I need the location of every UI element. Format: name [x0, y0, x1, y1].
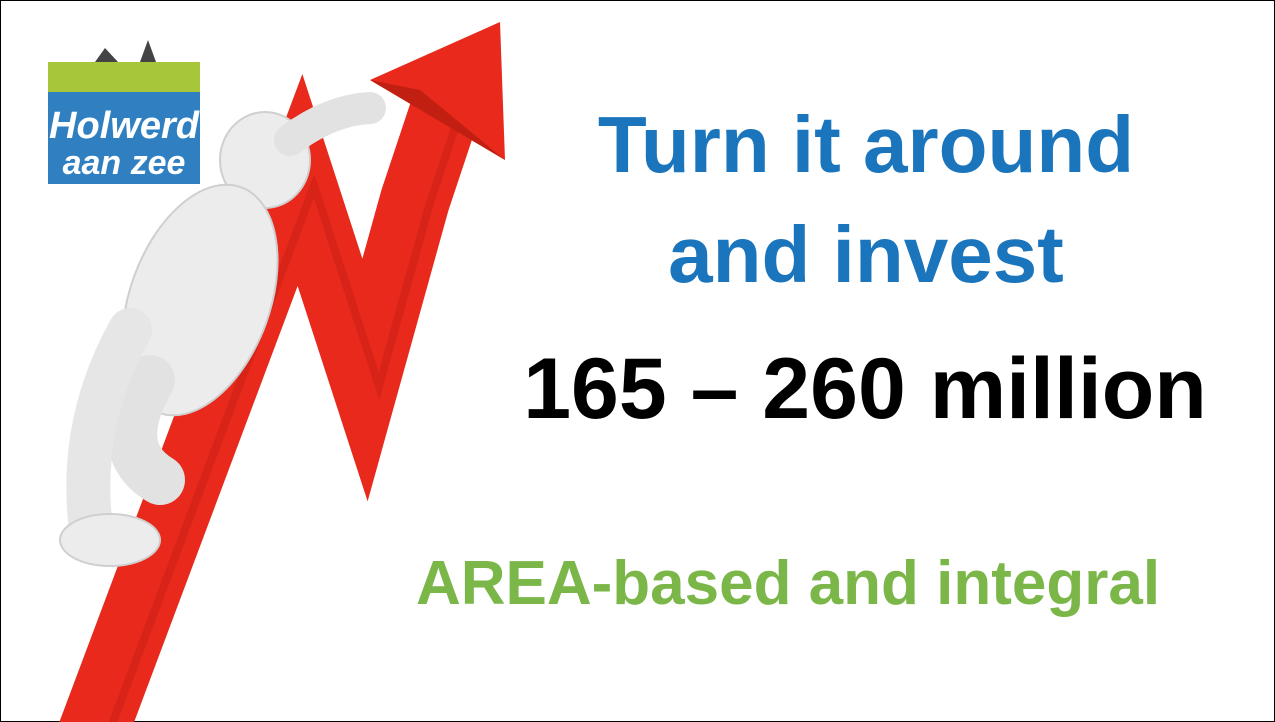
- logo-skyline: [95, 40, 156, 62]
- figure-leg-upper: [107, 355, 185, 505]
- headline-line: Turn it around: [598, 100, 1134, 189]
- logo: Holwerd aan zee: [48, 40, 200, 184]
- tagline: AREA-based and integral: [416, 549, 1160, 618]
- figure-arm: [274, 92, 386, 156]
- headline-line: and invest: [668, 210, 1064, 299]
- logo-line1: Holwerd: [49, 105, 200, 147]
- logo-water: [48, 92, 200, 184]
- logo-line2: aan zee: [63, 144, 186, 182]
- logo-land: [48, 62, 200, 92]
- arrow-shade: [108, 114, 463, 722]
- arrow-head-shade: [370, 80, 505, 160]
- figure-illustration: [59, 92, 386, 567]
- amount: 165 – 260 million: [523, 341, 1207, 437]
- arrow-head: [370, 22, 505, 160]
- figure-foot: [59, 513, 161, 567]
- figure-leg: [66, 308, 152, 542]
